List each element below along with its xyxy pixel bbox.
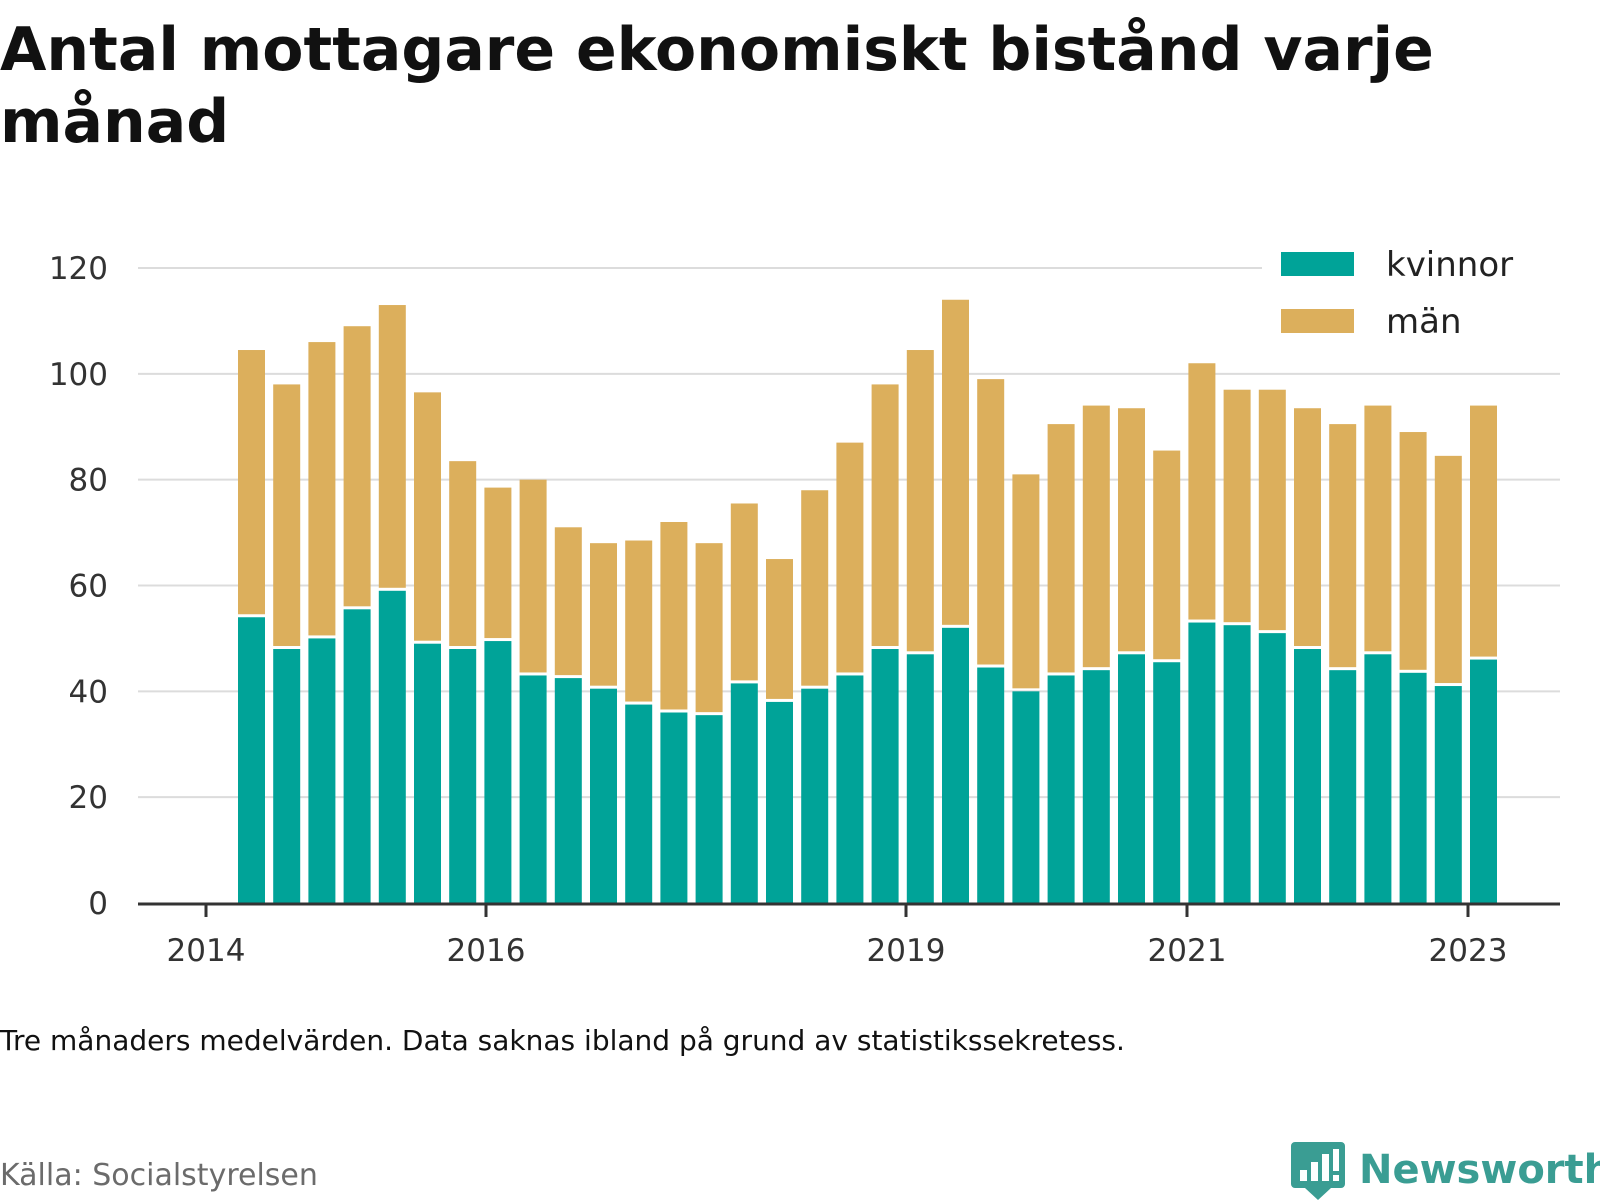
bar-kvinnor bbox=[1434, 686, 1462, 903]
x-axis: 2014 2016 2019 2021 2023 bbox=[138, 902, 1560, 969]
bar-kvinnor bbox=[1118, 654, 1145, 903]
bar-kvinnor bbox=[1153, 662, 1181, 903]
y-tick-label: 0 bbox=[88, 886, 108, 922]
x-tick-label: 2019 bbox=[867, 933, 946, 969]
bar-man bbox=[836, 442, 864, 673]
bar-man bbox=[238, 350, 265, 615]
bar-man bbox=[766, 559, 793, 699]
bar-man bbox=[801, 490, 829, 686]
y-axis-tick-labels: 0 20 40 60 80 100 120 bbox=[49, 251, 108, 922]
bar-man bbox=[730, 503, 758, 681]
bar-kvinnor bbox=[730, 683, 758, 903]
y-tick-label: 20 bbox=[69, 780, 108, 816]
bar-kvinnor bbox=[1047, 675, 1075, 903]
y-tick-label: 40 bbox=[69, 674, 108, 710]
bar-man bbox=[308, 342, 336, 636]
bar-kvinnor bbox=[977, 667, 1005, 903]
newsworthy-logo-icon bbox=[1291, 1142, 1345, 1200]
bar-man bbox=[695, 543, 723, 713]
bar-man bbox=[519, 479, 547, 673]
bar-kvinnor bbox=[871, 649, 899, 903]
bar-kvinnor bbox=[1470, 659, 1497, 903]
bar-man bbox=[1223, 389, 1251, 623]
x-tick-label: 2021 bbox=[1148, 933, 1227, 969]
bar-man bbox=[906, 350, 934, 652]
bar-man bbox=[1470, 405, 1497, 657]
brand-name: Newsworthy bbox=[1359, 1147, 1600, 1193]
source-credit: Källa: Socialstyrelsen bbox=[0, 1158, 318, 1193]
legend: kvinnor män bbox=[1262, 234, 1568, 352]
stacked-bar-chart: 0 20 40 60 80 100 120 2014 2016 2019 2021 2023 kvi… bbox=[48, 234, 1568, 969]
bar-kvinnor bbox=[308, 638, 336, 903]
bar-kvinnor bbox=[766, 701, 793, 903]
bar-kvinnor bbox=[1399, 672, 1427, 903]
bar-kvinnor bbox=[519, 675, 547, 903]
bar-man bbox=[449, 461, 477, 646]
bar-man bbox=[871, 384, 899, 646]
bar-man bbox=[1399, 432, 1427, 670]
bar-kvinnor bbox=[378, 590, 406, 903]
bar-man bbox=[590, 543, 617, 686]
bar-man bbox=[414, 392, 441, 641]
bar-kvinnor bbox=[660, 712, 688, 903]
bar-man bbox=[1294, 408, 1321, 646]
bar-man bbox=[1434, 455, 1462, 684]
bar-man bbox=[1118, 408, 1145, 652]
bar-kvinnor bbox=[1258, 633, 1286, 903]
bar-man bbox=[1364, 405, 1392, 652]
bar-man bbox=[1012, 474, 1040, 689]
bar-man bbox=[1047, 424, 1075, 673]
bar-man bbox=[942, 299, 969, 625]
bar-kvinnor bbox=[554, 678, 582, 903]
bar-man bbox=[1188, 363, 1216, 620]
bar-kvinnor bbox=[836, 675, 864, 903]
bar-kvinnor bbox=[1223, 625, 1251, 903]
bar-kvinnor bbox=[414, 643, 441, 903]
bar-kvinnor bbox=[625, 704, 653, 903]
y-tick-label: 120 bbox=[49, 251, 108, 287]
legend-swatch bbox=[1281, 309, 1354, 333]
legend-swatch bbox=[1281, 252, 1354, 276]
bar-kvinnor bbox=[906, 654, 934, 903]
legend-label: kvinnor bbox=[1386, 245, 1513, 285]
bar-kvinnor bbox=[484, 641, 512, 903]
bar-man bbox=[1153, 450, 1181, 660]
y-tick-label: 60 bbox=[69, 569, 108, 605]
chart-note: Tre månaders medelvärden. Data saknas ib… bbox=[0, 1024, 1125, 1057]
brand-logo: Newsworthy bbox=[1291, 1140, 1600, 1200]
bar-kvinnor bbox=[695, 715, 723, 903]
bar-kvinnor bbox=[449, 649, 477, 903]
y-tick-label: 80 bbox=[69, 463, 108, 499]
bar-kvinnor bbox=[273, 649, 301, 903]
bar-man bbox=[1082, 405, 1110, 668]
bar-man bbox=[1258, 389, 1286, 631]
bar-kvinnor bbox=[1188, 622, 1216, 903]
chart-title: Antal mottagare ekonomiskt bistånd varje… bbox=[0, 15, 1434, 157]
bar-man bbox=[378, 305, 406, 588]
bar-man bbox=[554, 527, 582, 676]
bar-man bbox=[273, 384, 301, 646]
bar-kvinnor bbox=[942, 627, 969, 903]
bars bbox=[238, 299, 1497, 903]
bar-man bbox=[1329, 424, 1357, 668]
x-tick-label: 2014 bbox=[167, 933, 246, 969]
y-tick-label: 100 bbox=[49, 357, 108, 393]
x-tick-label: 2023 bbox=[1429, 933, 1508, 969]
x-tick-label: 2016 bbox=[447, 933, 526, 969]
bar-kvinnor bbox=[590, 688, 617, 903]
bar-man bbox=[660, 522, 688, 710]
bar-kvinnor bbox=[1364, 654, 1392, 903]
bar-kvinnor bbox=[343, 609, 371, 903]
bar-kvinnor bbox=[801, 688, 829, 903]
bar-kvinnor bbox=[1329, 670, 1357, 903]
legend-label: män bbox=[1386, 302, 1462, 342]
bar-kvinnor bbox=[238, 617, 265, 903]
bar-kvinnor bbox=[1294, 649, 1321, 903]
bar-kvinnor bbox=[1012, 691, 1040, 903]
bar-man bbox=[343, 326, 371, 607]
bar-man bbox=[484, 487, 512, 639]
bar-man bbox=[625, 540, 653, 702]
bar-man bbox=[977, 379, 1005, 665]
bar-kvinnor bbox=[1082, 670, 1110, 903]
